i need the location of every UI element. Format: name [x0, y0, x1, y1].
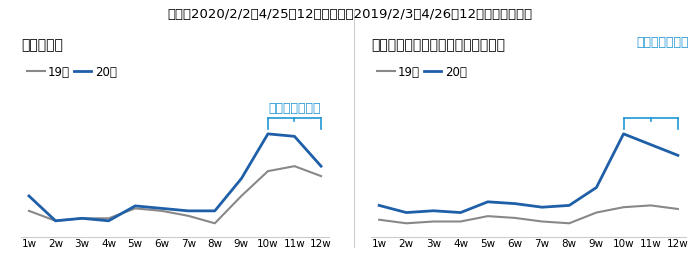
Text: 「アルバイト応募が増加」した分野: 「アルバイト応募が増加」した分野	[371, 38, 505, 53]
Text: 全業種総計: 全業種総計	[21, 38, 63, 53]
Legend: 19年, 20年: 19年, 20年	[27, 65, 117, 79]
Text: 前年比１３０％: 前年比１３０％	[268, 102, 321, 115]
Text: 前年比２２８％: 前年比２２８％	[637, 36, 689, 49]
Text: 期間：2020/2/2～4/25の12週間および2019/2/3～4/26の12週間の前年比較: 期間：2020/2/2～4/25の12週間および2019/2/3～4/26の12…	[167, 8, 533, 21]
Legend: 19年, 20年: 19年, 20年	[377, 65, 467, 79]
